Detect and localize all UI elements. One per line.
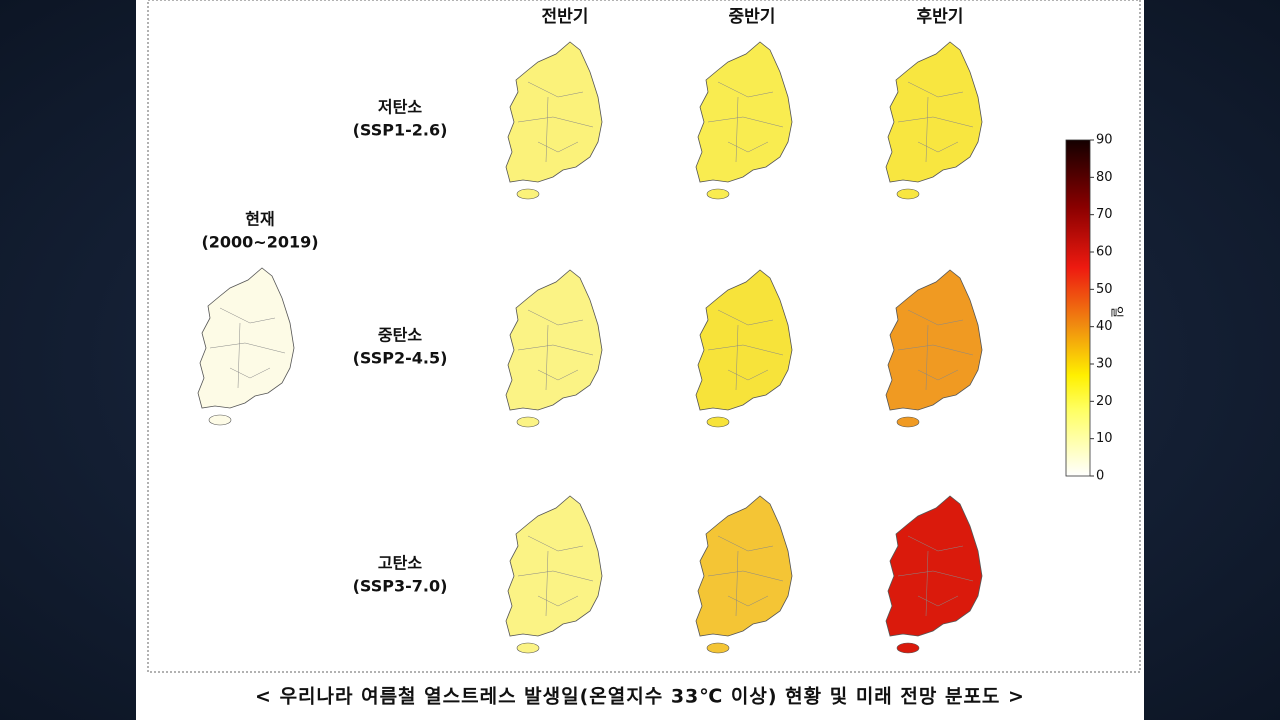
caption: < 우리나라 여름철 열스트레스 발생일(온열지수 33℃ 이상) 현황 및 미… bbox=[255, 685, 1025, 708]
tick-label: 60 bbox=[1096, 245, 1113, 260]
row-scenario: (SSP2-4.5) bbox=[353, 349, 448, 368]
tick-label: 40 bbox=[1096, 319, 1113, 334]
current-period: (2000~2019) bbox=[201, 233, 318, 252]
tick-label: 10 bbox=[1096, 431, 1113, 446]
tick-label: 0 bbox=[1096, 469, 1104, 484]
row-label: 고탄소 bbox=[378, 554, 422, 573]
tick-label: 70 bbox=[1096, 207, 1113, 222]
colorbar-label: 일 bbox=[1109, 306, 1124, 318]
row-label: 중탄소 bbox=[378, 326, 422, 345]
current-label: 현재 bbox=[245, 210, 274, 229]
row-label: 저탄소 bbox=[378, 98, 422, 117]
colorbar-ticks: 0 10 20 30 40 50 60 70 80 90 bbox=[1090, 133, 1113, 484]
tick-label: 80 bbox=[1096, 170, 1113, 185]
tick-label: 90 bbox=[1096, 133, 1113, 148]
column-header: 후반기 bbox=[917, 6, 964, 27]
tick-label: 30 bbox=[1096, 357, 1113, 372]
frame bbox=[147, 0, 1141, 673]
colorbar bbox=[1065, 139, 1091, 477]
column-header: 중반기 bbox=[729, 7, 776, 27]
tick-label: 50 bbox=[1096, 282, 1113, 297]
row-scenario: (SSP3-7.0) bbox=[353, 577, 448, 596]
row-scenario: (SSP1-2.6) bbox=[353, 121, 448, 140]
column-header: 전반기 bbox=[542, 7, 589, 27]
tick-label: 20 bbox=[1096, 394, 1113, 409]
